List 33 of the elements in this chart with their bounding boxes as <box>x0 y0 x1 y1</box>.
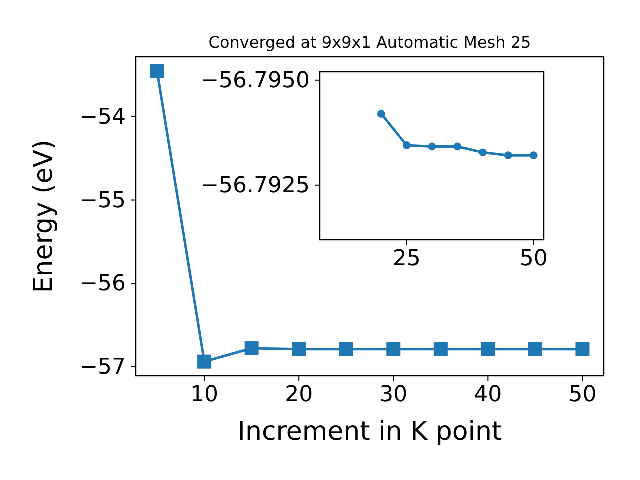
x-tick-label: 20 <box>285 382 314 408</box>
x-tick-label: 50 <box>568 382 597 408</box>
x-tick-label: 10 <box>190 382 219 408</box>
point <box>528 342 542 356</box>
x-tick-label: 30 <box>380 382 408 408</box>
point <box>244 342 259 356</box>
point <box>339 342 354 356</box>
y-tick-label: −54 <box>80 105 126 130</box>
point <box>434 342 448 356</box>
x-tick-label: 50 <box>520 246 548 272</box>
y-axis-title: Energy (eV) <box>29 140 59 294</box>
x-tick-label: 25 <box>392 246 421 272</box>
point <box>479 148 487 157</box>
point <box>428 142 436 151</box>
x-tick-label: 40 <box>474 382 502 408</box>
point <box>454 142 462 151</box>
x-axis-title: Increment in K point <box>238 417 502 447</box>
y-tick-label: −56.7950 <box>200 68 310 94</box>
point <box>576 342 590 356</box>
point <box>504 152 512 160</box>
point <box>402 142 411 150</box>
point <box>378 110 386 118</box>
y-tick-label: −56 <box>80 272 126 297</box>
point <box>292 342 306 356</box>
point <box>150 64 164 78</box>
point <box>530 152 538 160</box>
y-tick-label: −55 <box>80 188 126 214</box>
chart-title: Converged at 9x9x1 Automatic Mesh 25 <box>208 33 532 52</box>
point <box>386 342 401 356</box>
point <box>481 342 496 356</box>
y-tick-label: −57 <box>80 354 126 380</box>
point <box>198 354 212 369</box>
y-tick-label: −56.7925 <box>200 173 310 198</box>
